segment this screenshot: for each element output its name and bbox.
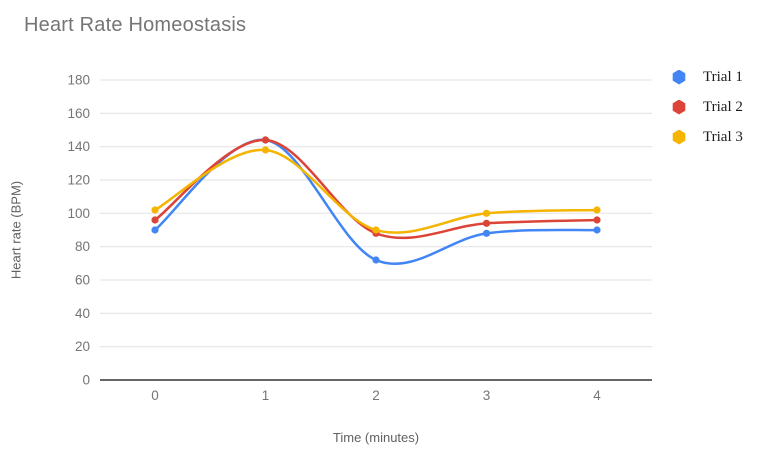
legend-label: Trial 3 [703,128,743,145]
legend-label: Trial 2 [703,98,743,115]
x-tick-label: 2 [372,388,380,403]
data-point [261,136,270,144]
chart-legend: Trial 1 Trial 2 Trial 3 [672,66,743,156]
data-point [151,226,159,234]
y-tick-label: 160 [67,106,90,121]
legend-item-trial-2: Trial 2 [672,96,743,118]
y-tick-label: 60 [75,273,90,288]
series-line-trial-3 [153,148,599,234]
series-line-trial-2 [153,138,599,240]
data-point [593,226,601,234]
legend-item-trial-1: Trial 1 [672,66,743,88]
y-tick-label: 40 [75,306,90,321]
y-tick-label: 120 [67,173,90,188]
data-point [593,216,601,224]
x-tick-label: 3 [483,388,491,403]
y-tick-label: 20 [75,339,90,354]
x-tick-label: 4 [593,388,601,403]
data-point [151,216,159,224]
data-point [482,219,491,227]
x-axis-title: Time (minutes) [332,430,420,445]
data-point [482,209,491,217]
y-tick-label: 80 [75,239,90,254]
x-tick-label: 1 [262,388,270,403]
data-point [151,206,159,214]
data-point [593,206,601,214]
y-tick-label: 140 [67,139,90,154]
data-point [372,226,380,234]
legend-label: Trial 1 [703,68,743,85]
trial-2-hexagon-icon [672,99,686,115]
data-point [482,229,491,237]
data-point [372,256,380,264]
trial-1-hexagon-icon [672,69,686,85]
legend-item-trial-3: Trial 3 [672,126,743,148]
x-tick-label: 0 [151,388,159,403]
y-tick-label: 180 [67,73,90,88]
chart-title: Heart Rate Homeostasis [24,14,247,36]
y-tick-label: 0 [82,373,90,388]
trial-3-hexagon-icon [672,129,686,145]
y-tick-label: 100 [67,206,90,221]
data-point [261,146,270,154]
